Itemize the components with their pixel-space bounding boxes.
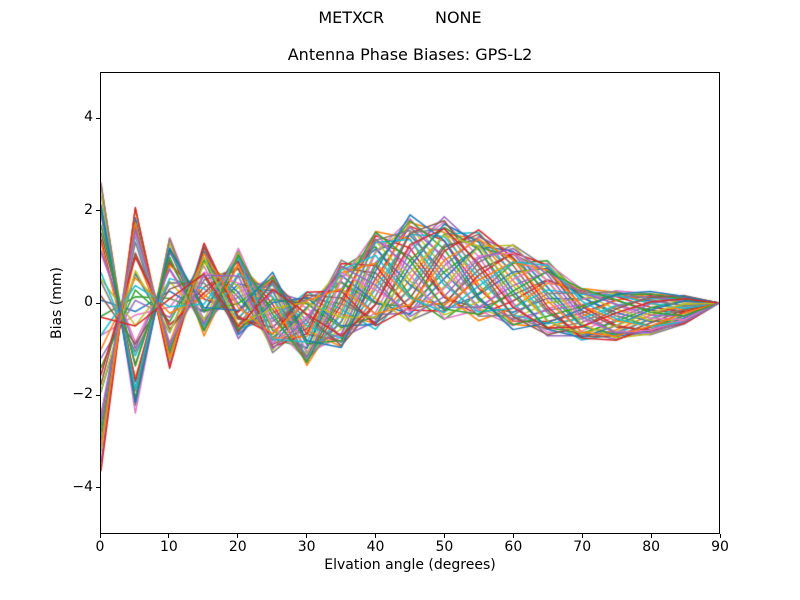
- x-axis-tick: [581, 534, 583, 538]
- x-axis-tick-label: 30: [297, 539, 316, 555]
- x-axis-tick: [99, 534, 101, 538]
- x-axis-tick-label: 50: [435, 539, 454, 555]
- x-axis-tick: [719, 534, 721, 538]
- y-axis-tick: [96, 117, 100, 119]
- x-axis-tick-label: 20: [228, 539, 247, 555]
- y-axis-label: Bias (mm): [49, 266, 65, 340]
- x-axis-tick: [443, 534, 445, 538]
- x-axis-tick-label: 80: [642, 539, 661, 555]
- phase-bias-lines-canvas: [101, 73, 719, 533]
- x-axis-tick: [168, 534, 170, 538]
- y-axis-tick-label: 4: [84, 109, 93, 126]
- x-axis-tick-label: 0: [95, 539, 105, 555]
- figure-suptitle: METXCR NONE: [318, 8, 482, 27]
- y-axis-tick-label: 0: [84, 294, 93, 310]
- x-axis-tick: [650, 534, 652, 538]
- y-axis-tick: [96, 487, 100, 489]
- x-axis-tick: [306, 534, 308, 538]
- x-axis-tick-label: 40: [366, 539, 385, 555]
- x-axis-tick-label: 70: [573, 539, 592, 555]
- x-axis-label: Elvation angle (degrees): [324, 557, 496, 573]
- x-axis-tick-label: 10: [159, 539, 178, 555]
- x-axis-tick: [237, 534, 239, 538]
- x-axis-tick-label: 60: [504, 539, 523, 555]
- y-axis-tick: [96, 394, 100, 396]
- y-axis-tick: [96, 210, 100, 212]
- y-axis-tick: [96, 302, 100, 304]
- y-axis-tick-label: −2: [72, 386, 93, 403]
- x-axis-tick: [375, 534, 377, 538]
- x-axis-tick: [512, 534, 514, 538]
- plot-area: [100, 72, 720, 534]
- axes-title: Antenna Phase Biases: GPS-L2: [287, 45, 533, 64]
- y-axis-tick-label: −4: [72, 478, 93, 495]
- x-axis-tick-label: 90: [711, 539, 729, 555]
- y-axis-tick-label: 2: [84, 201, 93, 218]
